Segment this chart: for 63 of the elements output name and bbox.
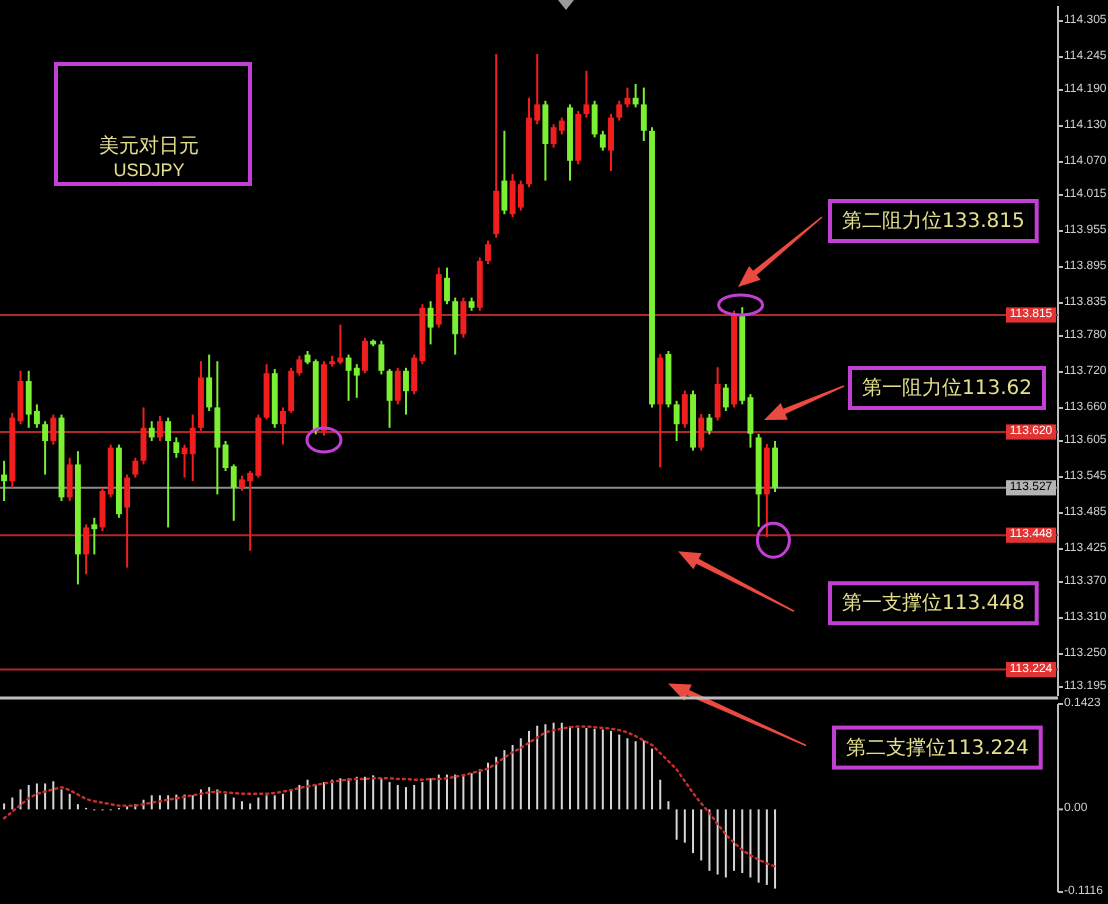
candlestick (550, 123, 557, 149)
candlestick (214, 360, 221, 496)
candlestick (673, 399, 680, 442)
candlestick (263, 363, 270, 421)
text: USDJPY (113, 160, 185, 180)
candlestick (698, 413, 705, 452)
candlestick (706, 413, 713, 436)
candlestick (386, 368, 393, 429)
candlestick (66, 456, 73, 502)
candlestick (280, 406, 286, 446)
candlestick (50, 413, 57, 446)
candlestick (460, 296, 467, 339)
candlestick (608, 113, 614, 172)
candlestick (681, 389, 688, 429)
candlestick (206, 353, 213, 412)
candlestick (83, 523, 90, 576)
candlestick (403, 366, 409, 416)
candlestick (517, 179, 524, 212)
candlestick (132, 456, 139, 479)
line-series (2, 725, 777, 868)
candlestick (509, 173, 516, 219)
candlestick (124, 473, 131, 569)
candlestick (378, 339, 385, 376)
candlestick (640, 86, 647, 142)
candlestick (42, 420, 49, 476)
candlestick (722, 383, 729, 412)
text: 美元对日元 (99, 133, 199, 157)
candlestick (624, 86, 631, 109)
candlestick (583, 69, 590, 119)
annotation: 第一阻力位113.62 (861, 375, 1032, 399)
candlestick (353, 363, 360, 399)
candlestick (599, 129, 606, 152)
candlestick (657, 353, 664, 469)
candlestick (362, 336, 368, 375)
candlestick (345, 353, 352, 402)
candlestick (444, 266, 450, 306)
candlestick (575, 110, 582, 166)
candlestick (165, 416, 172, 529)
annotation: 第一支撑位113.448 (841, 590, 1025, 615)
candlestick (632, 83, 639, 109)
annotation: 第二支撑位113.224 (845, 734, 1029, 759)
candlestick (173, 436, 180, 459)
candlestick (1, 459, 8, 502)
candlestick (189, 413, 196, 483)
candlestick (591, 99, 598, 139)
candlestick (772, 440, 778, 493)
candlestick (542, 99, 549, 182)
annotation: 第二阻力位133.815 (841, 208, 1025, 232)
candlestick (427, 300, 434, 346)
candlestick (714, 366, 721, 422)
candlestick (501, 129, 508, 216)
candlestick (394, 366, 401, 406)
candlestick (156, 414, 163, 442)
candlestick (616, 99, 623, 122)
candlestick (493, 53, 500, 239)
candlestick (763, 443, 770, 538)
candlestick (485, 239, 491, 265)
candlestick (25, 369, 32, 429)
candlestick (91, 516, 98, 556)
candlestick (476, 256, 483, 312)
candlestick (288, 366, 295, 414)
candlestick (452, 296, 459, 356)
candlestick (148, 420, 155, 442)
